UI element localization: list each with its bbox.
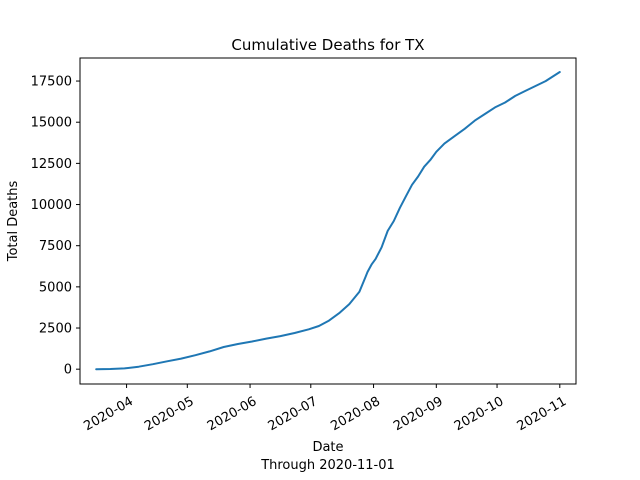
- chart-title: Cumulative Deaths for TX: [231, 36, 424, 54]
- y-tick-label: 7500: [39, 239, 72, 254]
- y-tick-label: 2500: [39, 322, 72, 337]
- y-tick-label: 15000: [31, 116, 72, 131]
- plot-area: [95, 71, 561, 371]
- y-tick-label: 17500: [31, 75, 72, 90]
- x-axis-sublabel: Through 2020-11-01: [260, 458, 395, 473]
- y-axis-label: Total Deaths: [6, 180, 21, 262]
- y-tick-label: 5000: [39, 280, 72, 295]
- x-axis-label: Date: [312, 440, 343, 455]
- y-tick-label: 10000: [31, 198, 72, 213]
- y-tick-label: 0: [64, 363, 72, 378]
- series-line: [95, 71, 561, 371]
- y-axis-ticks: 0 2500 5000 7500 10000 12500 15000 17500: [31, 75, 80, 378]
- axes-frame: [79, 57, 577, 385]
- y-tick-label: 12500: [31, 157, 72, 172]
